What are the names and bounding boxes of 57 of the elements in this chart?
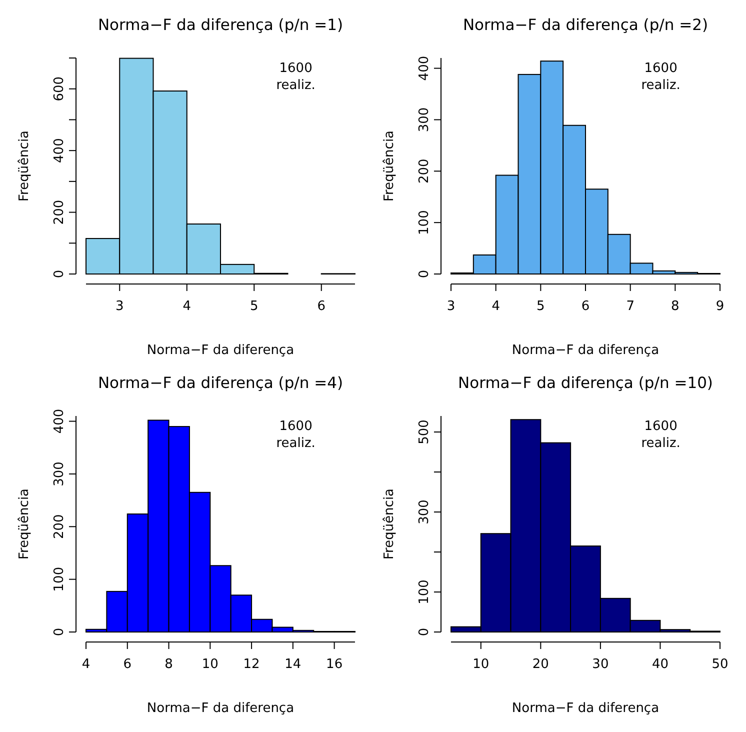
- x-tick-label: 16: [326, 657, 343, 672]
- x-tick-label: 20: [532, 657, 549, 672]
- y-tick-label: 400: [52, 408, 67, 434]
- x-tick-label: 40: [652, 657, 668, 672]
- chart-title: Norma−F da diferença (p/n =1): [98, 16, 344, 34]
- y-tick-label: 200: [417, 158, 432, 184]
- x-tick-label: 6: [581, 299, 590, 314]
- y-tick-label: 100: [417, 210, 432, 235]
- x-tick-label: 3: [446, 299, 456, 314]
- y-tick-label: 300: [417, 107, 432, 132]
- y-tick-label: 600: [52, 76, 67, 102]
- y-tick-label: 0: [417, 628, 432, 636]
- x-axis-title: Norma−F da diferença: [146, 343, 294, 358]
- y-tick-label: 300: [52, 462, 67, 486]
- x-tick-label: 7: [626, 299, 634, 314]
- y-tick-label: 100: [52, 566, 67, 592]
- y-axis-title: Freqüência: [17, 130, 32, 202]
- x-tick-label: 4: [492, 299, 500, 314]
- x-tick-label: 4: [82, 657, 90, 672]
- annotation: 1600 realiz.: [276, 419, 316, 451]
- x-tick-label: 14: [284, 657, 302, 672]
- x-tick-label: 6: [123, 657, 132, 672]
- y-tick-label: 500: [417, 420, 432, 444]
- x-tick-label: 5: [250, 299, 258, 314]
- y-tick-label: 200: [52, 200, 67, 225]
- annotation: 1600 realiz.: [641, 61, 680, 93]
- y-tick-label: 0: [52, 628, 67, 636]
- y-tick-label: 200: [52, 514, 67, 540]
- y-tick-label: 0: [417, 270, 432, 278]
- x-tick-label: 3: [115, 299, 124, 314]
- x-tick-label: 12: [243, 657, 260, 672]
- y-axis-title: Freqüência: [382, 488, 397, 560]
- x-tick-label: 4: [182, 299, 192, 314]
- chart-title: Norma−F da diferença (p/n =2): [462, 16, 708, 34]
- x-axis-title: Norma−F da diferença: [512, 701, 660, 716]
- x-tick-label: 10: [202, 657, 218, 672]
- x-tick-label: 9: [716, 299, 724, 314]
- x-tick-label: 8: [164, 657, 173, 672]
- x-tick-label: 5: [536, 299, 545, 314]
- annotation: 1600 realiz.: [641, 419, 680, 451]
- x-axis-title: Norma−F da diferença: [146, 701, 294, 716]
- x-axis-title: Norma−F da diferença: [512, 343, 660, 358]
- y-tick-label: 400: [52, 138, 67, 163]
- x-tick-label: 10: [472, 657, 490, 672]
- y-tick-label: 100: [417, 580, 432, 604]
- x-tick-label: 50: [712, 657, 728, 672]
- y-axis-title: Freqüência: [17, 488, 32, 560]
- y-tick-label: 0: [52, 270, 67, 278]
- x-tick-label: 8: [671, 299, 680, 314]
- y-axis-title: Freqüência: [382, 130, 397, 202]
- chart-title: Norma−F da diferença (p/n =10): [458, 374, 713, 392]
- y-tick-label: 300: [417, 500, 432, 524]
- annotation: 1600 realiz.: [276, 61, 316, 93]
- y-tick-label: 400: [417, 56, 432, 81]
- x-tick-label: 6: [317, 299, 326, 314]
- chart-title: Norma−F da diferença (p/n =4): [98, 374, 344, 392]
- x-tick-label: 30: [592, 657, 609, 672]
